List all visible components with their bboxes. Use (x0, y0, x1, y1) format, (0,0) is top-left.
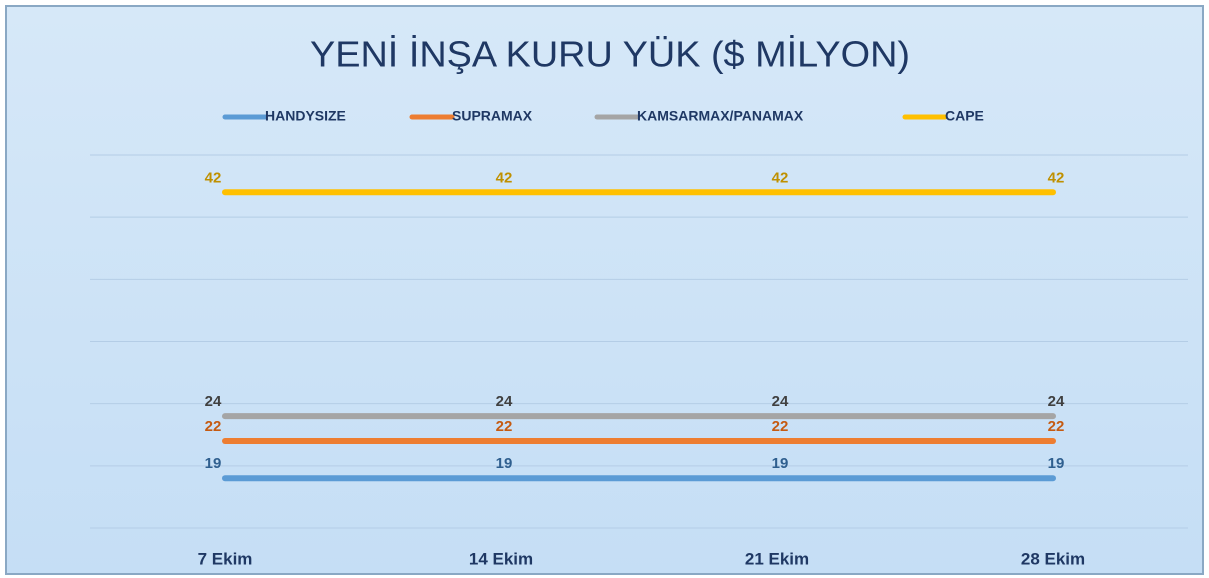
data-label: 24 (496, 393, 513, 410)
x-tick-label: 14 Ekim (469, 549, 533, 568)
data-label: 42 (1048, 169, 1065, 186)
x-tick-label: 7 Ekim (198, 549, 253, 568)
data-label: 19 (1048, 455, 1065, 472)
data-label: 19 (496, 455, 513, 472)
data-label: 42 (205, 169, 222, 186)
legend-label: KAMSARMAX/PANAMAX (637, 108, 804, 124)
legend-label: CAPE (945, 108, 984, 124)
chart-title: YENİ İNŞA KURU YÜK ($ MİLYON) (310, 34, 910, 75)
x-tick-label: 21 Ekim (745, 549, 809, 568)
data-label: 19 (772, 455, 789, 472)
data-label: 22 (1048, 418, 1065, 435)
data-label: 42 (496, 169, 513, 186)
legend-label: HANDYSIZE (265, 108, 346, 124)
data-label: 24 (205, 393, 222, 410)
data-label: 22 (205, 418, 222, 435)
legend-label: SUPRAMAX (452, 108, 533, 124)
chart-background (5, 5, 1204, 575)
data-label: 42 (772, 169, 789, 186)
data-label: 22 (496, 418, 513, 435)
x-tick-label: 28 Ekim (1021, 549, 1085, 568)
data-label: 24 (1048, 393, 1065, 410)
data-label: 19 (205, 455, 222, 472)
data-label: 24 (772, 393, 789, 410)
data-label: 22 (772, 418, 789, 435)
